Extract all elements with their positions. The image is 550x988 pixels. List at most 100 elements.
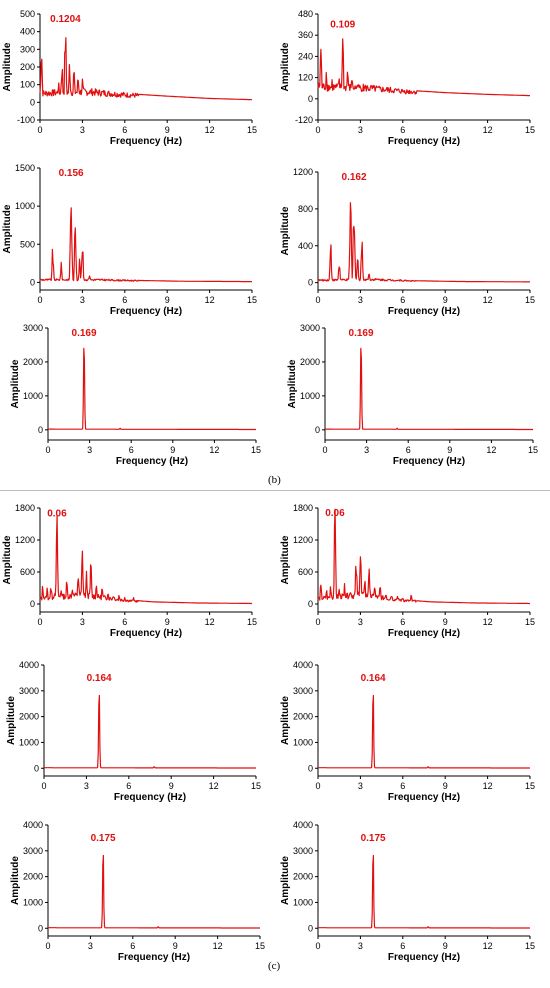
x-tick-label: 12 xyxy=(205,295,215,305)
x-tick-label: 15 xyxy=(247,617,257,627)
y-tick-label: 2000 xyxy=(300,357,320,367)
x-tick-label: 6 xyxy=(400,781,405,791)
x-tick-label: 9 xyxy=(443,941,448,951)
peak-annotation: 0.109 xyxy=(330,19,355,30)
spectrum-panel-4: 0 3 6 9 12 15 0 400 800 1200 Frequency (Hz) Amplitu… xyxy=(280,167,535,317)
x-tick-label: 0 xyxy=(315,295,320,305)
x-axis-label: Frequency (Hz) xyxy=(110,628,182,639)
y-tick-label: 4000 xyxy=(293,820,313,830)
y-axis-label: Amplitude xyxy=(280,42,291,91)
spectrum-panel-3: 0 3 6 9 12 15 0 500 1000 1500 Frequency (Hz) Amplit… xyxy=(2,163,257,317)
y-tick-label: 3000 xyxy=(300,323,320,333)
spectrum-line xyxy=(44,694,256,769)
x-tick-label: 15 xyxy=(525,125,535,135)
y-tick-label: 360 xyxy=(298,30,313,40)
x-tick-label: 9 xyxy=(165,295,170,305)
y-axis-label: Amplitude xyxy=(287,359,298,408)
y-tick-label: 0 xyxy=(308,763,313,773)
x-tick-label: 6 xyxy=(406,445,411,455)
x-tick-label: 3 xyxy=(84,781,89,791)
peak-annotation: 0.169 xyxy=(349,328,374,339)
x-tick-label: 9 xyxy=(169,781,174,791)
peak-annotation: 0.169 xyxy=(72,328,97,339)
y-tick-label: 1200 xyxy=(293,535,313,545)
x-tick-label: 12 xyxy=(209,781,219,791)
y-tick-label: 1000 xyxy=(300,391,320,401)
x-tick-label: 12 xyxy=(483,125,493,135)
x-tick-label: 0 xyxy=(315,617,320,627)
x-tick-label: 6 xyxy=(400,125,405,135)
y-tick-label: 600 xyxy=(298,567,313,577)
peak-annotation: 0.162 xyxy=(342,172,367,183)
spectrum-line xyxy=(325,347,533,431)
spectrum-panel-10: 0 3 6 9 12 15 0 1000 2000 3000 4000 Frequency (Hz) A… xyxy=(280,660,535,803)
y-tick-label: 0 xyxy=(30,97,35,107)
y-axis-label: Amplitude xyxy=(2,535,13,584)
y-tick-label: 240 xyxy=(298,51,313,61)
y-axis-label: Amplitude xyxy=(280,206,291,255)
y-axis-label: Amplitude xyxy=(280,856,291,905)
y-tick-label: 1000 xyxy=(15,201,35,211)
x-tick-label: 12 xyxy=(483,941,493,951)
spectrum-line xyxy=(317,508,530,605)
y-tick-label: 2000 xyxy=(23,357,43,367)
y-tick-label: 4000 xyxy=(23,820,43,830)
y-tick-label: 3000 xyxy=(293,686,313,696)
x-tick-label: 3 xyxy=(80,617,85,627)
x-tick-label: 6 xyxy=(126,781,131,791)
x-axis-label: Frequency (Hz) xyxy=(393,456,465,467)
spectrum-panel-5: 0 3 6 9 12 15 0 1000 2000 3000 Frequency (Hz) Ampli… xyxy=(10,323,261,467)
x-tick-label: 3 xyxy=(358,941,363,951)
y-tick-label: 500 xyxy=(20,9,35,19)
spectrum-line xyxy=(39,37,252,101)
y-axis-label: Amplitude xyxy=(10,856,21,905)
x-tick-label: 3 xyxy=(80,125,85,135)
y-axis-label: Amplitude xyxy=(280,696,291,745)
y-tick-label: 600 xyxy=(20,567,35,577)
x-tick-label: 15 xyxy=(251,445,261,455)
y-tick-label: 1800 xyxy=(15,503,35,513)
spectrum-line xyxy=(39,207,252,283)
x-tick-label: 3 xyxy=(80,295,85,305)
x-tick-label: 6 xyxy=(400,617,405,627)
x-tick-label: 6 xyxy=(129,445,134,455)
y-tick-label: 0 xyxy=(308,599,313,609)
y-axis-label: Amplitude xyxy=(2,42,13,91)
x-tick-label: 3 xyxy=(358,781,363,791)
y-tick-label: 1000 xyxy=(23,391,43,401)
x-tick-label: 6 xyxy=(400,941,405,951)
spectrum-line xyxy=(317,38,530,97)
peak-annotation: 0.175 xyxy=(91,833,116,844)
peak-annotation: 0.156 xyxy=(59,168,84,179)
x-tick-label: 12 xyxy=(205,125,215,135)
x-tick-label: 9 xyxy=(165,125,170,135)
y-tick-label: 1000 xyxy=(23,897,43,907)
y-tick-label: 1000 xyxy=(293,897,313,907)
y-tick-label: 0 xyxy=(30,277,35,287)
y-tick-label: 800 xyxy=(298,204,313,214)
y-axis-label: Amplitude xyxy=(10,359,21,408)
y-tick-label: 0 xyxy=(34,763,39,773)
x-tick-label: 6 xyxy=(400,295,405,305)
x-tick-label: 0 xyxy=(37,295,42,305)
x-tick-label: 12 xyxy=(483,781,493,791)
y-tick-label: 400 xyxy=(20,27,35,37)
x-tick-label: 9 xyxy=(443,617,448,627)
x-tick-label: 15 xyxy=(247,125,257,135)
x-tick-label: 0 xyxy=(315,941,320,951)
y-tick-label: 2000 xyxy=(293,872,313,882)
x-axis-label: Frequency (Hz) xyxy=(388,792,460,803)
y-tick-label: 1000 xyxy=(293,737,313,747)
x-tick-label: 15 xyxy=(528,445,538,455)
x-tick-label: 6 xyxy=(122,125,127,135)
y-tick-label: 1200 xyxy=(15,535,35,545)
y-tick-label: 4000 xyxy=(19,660,39,670)
x-tick-label: 9 xyxy=(173,941,178,951)
x-axis-label: Frequency (Hz) xyxy=(388,136,460,147)
x-tick-label: 3 xyxy=(358,125,363,135)
y-tick-label: 3000 xyxy=(293,846,313,856)
x-tick-label: 3 xyxy=(364,445,369,455)
y-tick-label: 120 xyxy=(298,73,313,83)
